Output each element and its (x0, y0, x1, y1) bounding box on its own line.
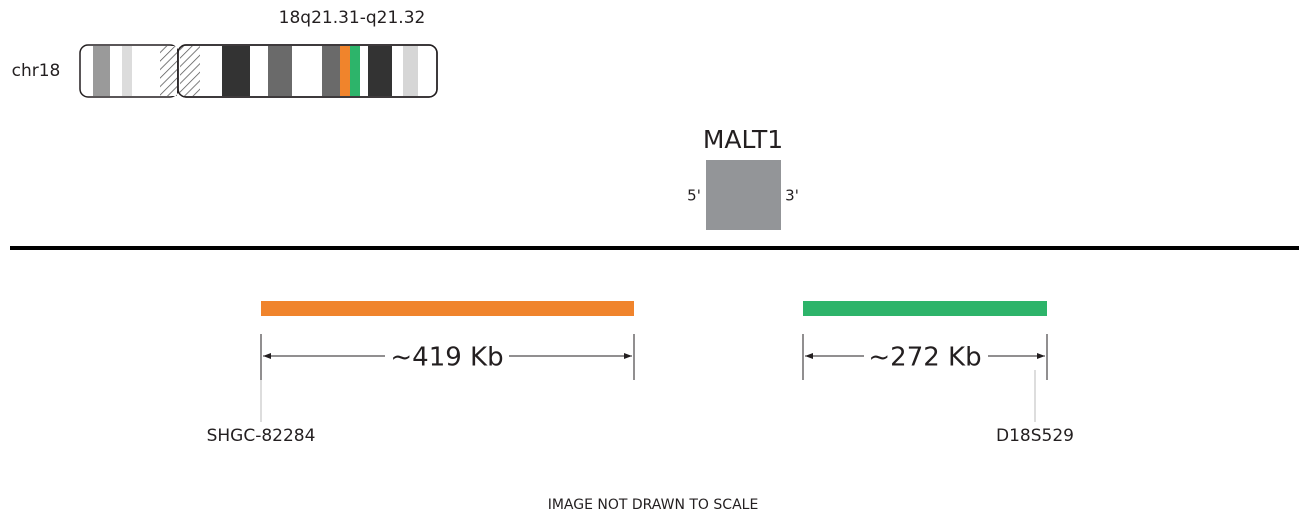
five-prime: 5' (687, 187, 701, 205)
probe-bar (261, 301, 634, 316)
three-prime: 3' (785, 187, 799, 205)
diagram: 18q21.31-q21.32 chr18 MALT1 5' 3' ~419 K… (0, 0, 1299, 514)
band-label: 18q21.31-q21.32 (279, 8, 426, 28)
chromosome-line (10, 246, 1299, 250)
chromosome-label: chr18 (12, 61, 61, 81)
probe-bar (803, 301, 1047, 316)
probe-size: ~419 Kb (390, 343, 503, 373)
ideogram (80, 45, 437, 97)
probe-size: ~272 Kb (868, 343, 981, 373)
gene-name: MALT1 (703, 125, 783, 154)
gene-box (706, 160, 781, 230)
marker-label: SHGC-82284 (207, 426, 316, 446)
marker-label: D18S529 (996, 426, 1074, 446)
footer-note: IMAGE NOT DRAWN TO SCALE (548, 497, 759, 513)
